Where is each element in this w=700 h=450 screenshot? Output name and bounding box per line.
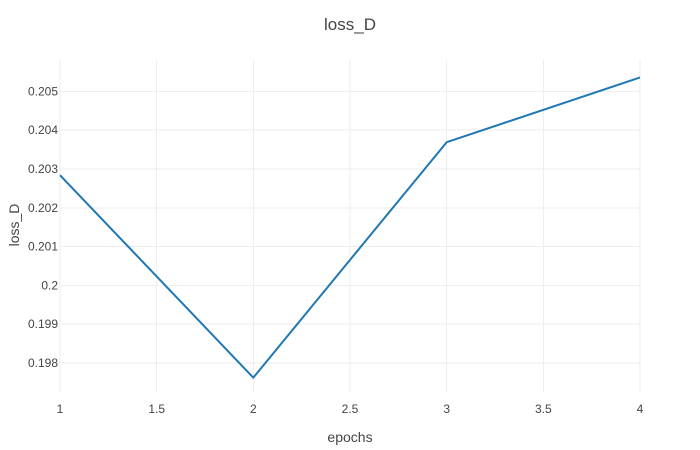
y-tick-label: 0.202 — [28, 201, 58, 215]
y-tick-label: 0.203 — [28, 162, 58, 176]
x-tick-label: 3 — [443, 402, 450, 416]
x-tick-label: 2 — [250, 402, 257, 416]
x-tick-label: 1 — [57, 402, 64, 416]
y-gridlines — [60, 90, 640, 364]
x-tick-label: 3.5 — [535, 402, 552, 416]
y-tick-label: 0.2 — [41, 278, 58, 292]
x-axis-label: epochs — [327, 429, 372, 445]
y-tick-label: 0.204 — [28, 123, 58, 137]
x-tick-label: 1.5 — [148, 402, 165, 416]
y-tick-label: 0.201 — [28, 240, 58, 254]
y-tick-label: 0.205 — [28, 84, 58, 98]
y-tick-label: 0.199 — [28, 317, 58, 331]
y-axis-label: loss_D — [6, 204, 22, 247]
x-axis-ticks: 1 1.5 2 2.5 3 3.5 4 — [57, 402, 644, 416]
y-axis-ticks: 0.198 0.199 0.2 0.201 0.202 0.203 0.204 0.205 — [28, 84, 58, 369]
chart-title: loss_D — [324, 15, 376, 34]
series-line — [59, 76, 641, 379]
x-gridlines — [59, 60, 641, 392]
y-tick-label: 0.198 — [28, 356, 58, 370]
x-tick-label: 4 — [637, 402, 644, 416]
series-group — [59, 76, 641, 379]
x-tick-label: 2.5 — [342, 402, 359, 416]
